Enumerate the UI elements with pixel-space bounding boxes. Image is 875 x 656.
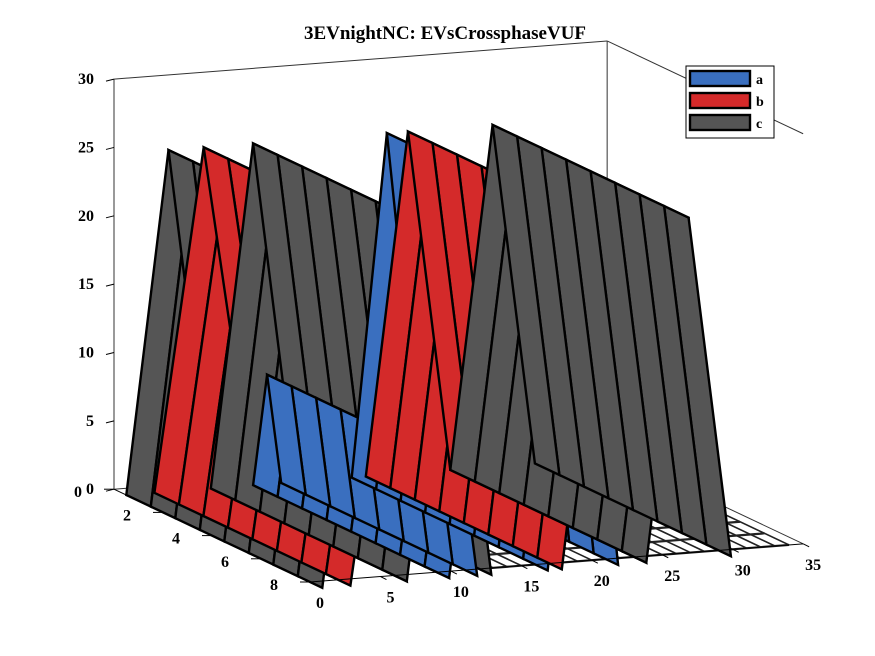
legend-swatch-a	[688, 69, 752, 88]
x-tick-label: 35	[805, 557, 821, 574]
z-tick-mark	[105, 146, 115, 150]
x-tick-label: 15	[523, 579, 539, 596]
z-tick-mark	[105, 78, 115, 82]
x-tick-label: 10	[453, 584, 469, 601]
y-tick-label: 8	[270, 577, 278, 594]
axes-box-edge	[113, 40, 608, 80]
x-tick-label: 20	[594, 573, 610, 590]
x-tick-mark	[309, 581, 317, 586]
y-tick-label: 2	[123, 507, 131, 524]
legend: abc	[685, 65, 775, 139]
legend-label-b: b	[756, 95, 764, 110]
y-tick-label: 6	[221, 554, 229, 571]
legend-label-c: c	[756, 117, 762, 132]
legend-swatch-c	[688, 113, 752, 132]
x-tick-mark	[732, 548, 739, 553]
legend-label-a: a	[756, 73, 763, 88]
z-tick-label: 20	[78, 208, 94, 225]
z-tick-label: 30	[78, 71, 94, 88]
x-tick-label: 25	[664, 568, 680, 585]
x-tick-mark	[521, 565, 528, 570]
x-tick-mark	[662, 554, 669, 559]
z-tick-label: 0	[86, 481, 94, 498]
z-tick-mark	[105, 283, 115, 287]
x-tick-label: 0	[316, 595, 324, 612]
y-tick-label: 4	[172, 531, 180, 548]
legend-swatch-b	[688, 91, 752, 110]
bar-face-c	[491, 122, 561, 478]
z-tick-label: 25	[78, 139, 94, 156]
z-tick-label: 10	[78, 345, 94, 362]
x-tick-mark	[380, 576, 387, 580]
x-tick-label: 30	[735, 562, 751, 579]
x-tick-mark	[450, 570, 458, 575]
x-tick-mark	[591, 559, 599, 564]
x-tick-mark	[802, 543, 810, 548]
bar-face-a	[265, 372, 308, 497]
x-axis-line	[309, 543, 804, 583]
z-tick-mark	[105, 352, 115, 355]
z-tick-mark	[105, 215, 115, 219]
x-tick-label: 5	[386, 590, 394, 607]
y-tick-label: 0	[74, 484, 82, 501]
axes-layer: 0 5 10 15 20 25 30 0 5 10 15 20 25 30 35 0 2 4 6 8	[74, 71, 821, 612]
z-tick-label: 5	[86, 413, 94, 430]
chart-title: 3EVnightNC: EVsCrossphaseVUF	[304, 23, 586, 44]
z-tick-mark	[105, 420, 115, 424]
z-tick-label: 15	[78, 276, 94, 293]
bars-layer	[125, 122, 790, 590]
